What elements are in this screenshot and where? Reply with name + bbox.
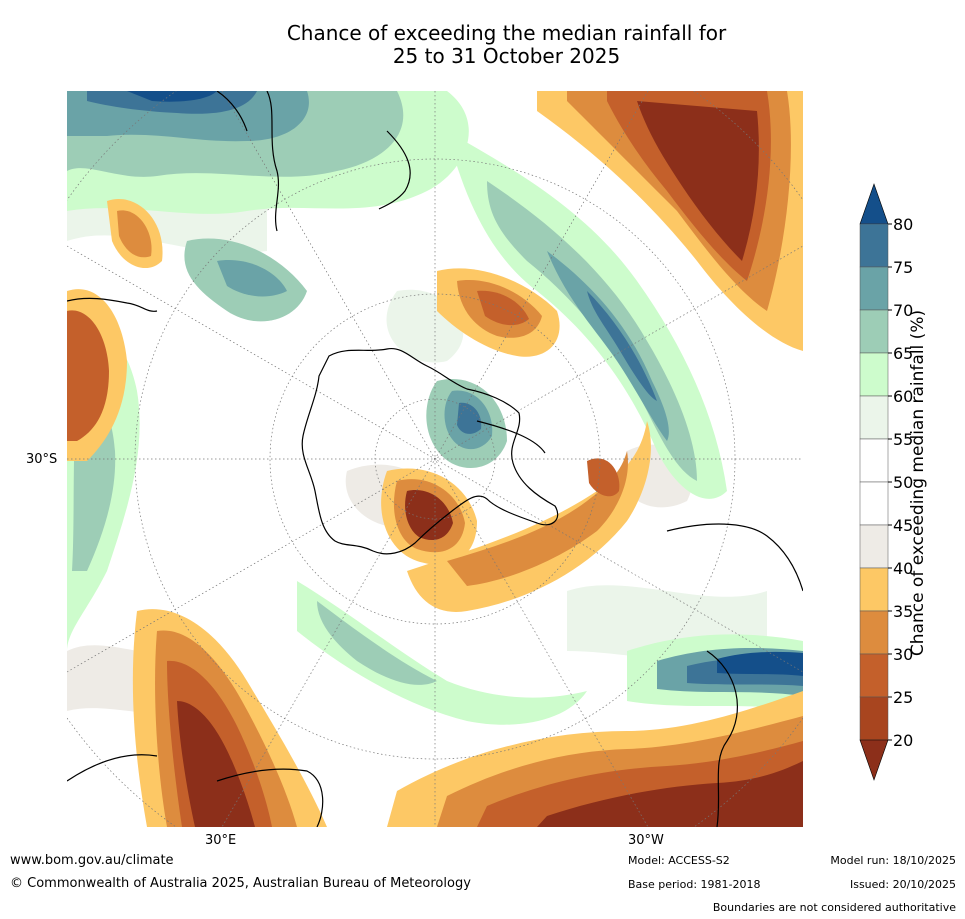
- colorbar-tick-label: 25: [893, 688, 913, 707]
- colorbar-tick-label: 50: [893, 473, 913, 492]
- website-link[interactable]: www.bom.gov.au/climate: [10, 853, 174, 868]
- colorbar-band: [859, 653, 889, 698]
- map-title: Chance of exceeding the median rainfall …: [0, 22, 965, 68]
- colorbar-band: [859, 524, 889, 569]
- colorbar-band: [859, 481, 889, 526]
- model-text: Model: ACCESS-S2: [628, 854, 730, 867]
- disclaimer-text: Boundaries are not considered authoritat…: [712, 901, 956, 914]
- colorbar-band: [859, 352, 889, 397]
- rainfall-map: [67, 91, 803, 827]
- lon-label-30e: 30°E: [205, 833, 237, 848]
- colorbar-extend-max: [859, 183, 889, 225]
- lat-label-30s: 30°S: [26, 452, 58, 467]
- colorbar: 80 75 70 65 60 55 50 45 40 35 30 25 20: [859, 183, 913, 781]
- title-line-1: Chance of exceeding the median rainfall …: [286, 21, 727, 45]
- colorbar-tick-label: 20: [893, 731, 913, 750]
- title-line-2: 25 to 31 October 2025: [392, 44, 621, 68]
- model-run-text: Model run: 18/10/2025: [830, 854, 956, 867]
- colorbar-tick-label: 80: [893, 215, 913, 234]
- colorbar-label: Chance of exceeding median rainfall (%): [908, 309, 928, 657]
- lon-label-30w: 30°W: [628, 833, 664, 848]
- colorbar-tick-label: 45: [893, 516, 913, 535]
- copyright-text: © Commonwealth of Australia 2025, Austra…: [10, 876, 471, 891]
- colorbar-band: [859, 223, 889, 268]
- colorbar-tick-label: 55: [893, 430, 913, 449]
- colorbar-band: [859, 395, 889, 440]
- colorbar-band: [859, 266, 889, 311]
- colorbar-band: [859, 309, 889, 354]
- colorbar-tick-label: 75: [893, 258, 913, 277]
- colorbar-tick-label: 30: [893, 645, 913, 664]
- colorbar-band: [859, 567, 889, 612]
- colorbar-band: [859, 438, 889, 483]
- colorbar-band: [859, 696, 889, 741]
- colorbar-extend-min: [859, 739, 889, 781]
- issued-text: Issued: 20/10/2025: [849, 878, 956, 891]
- colorbar-tick-label: 70: [893, 301, 913, 320]
- colorbar-tick-label: 65: [893, 344, 913, 363]
- colorbar-band: [859, 610, 889, 655]
- colorbar-tick-label: 35: [893, 602, 913, 621]
- base-period-text: Base period: 1981-2018: [628, 878, 761, 891]
- colorbar-tick-label: 60: [893, 387, 913, 406]
- colorbar-tick-label: 40: [893, 559, 913, 578]
